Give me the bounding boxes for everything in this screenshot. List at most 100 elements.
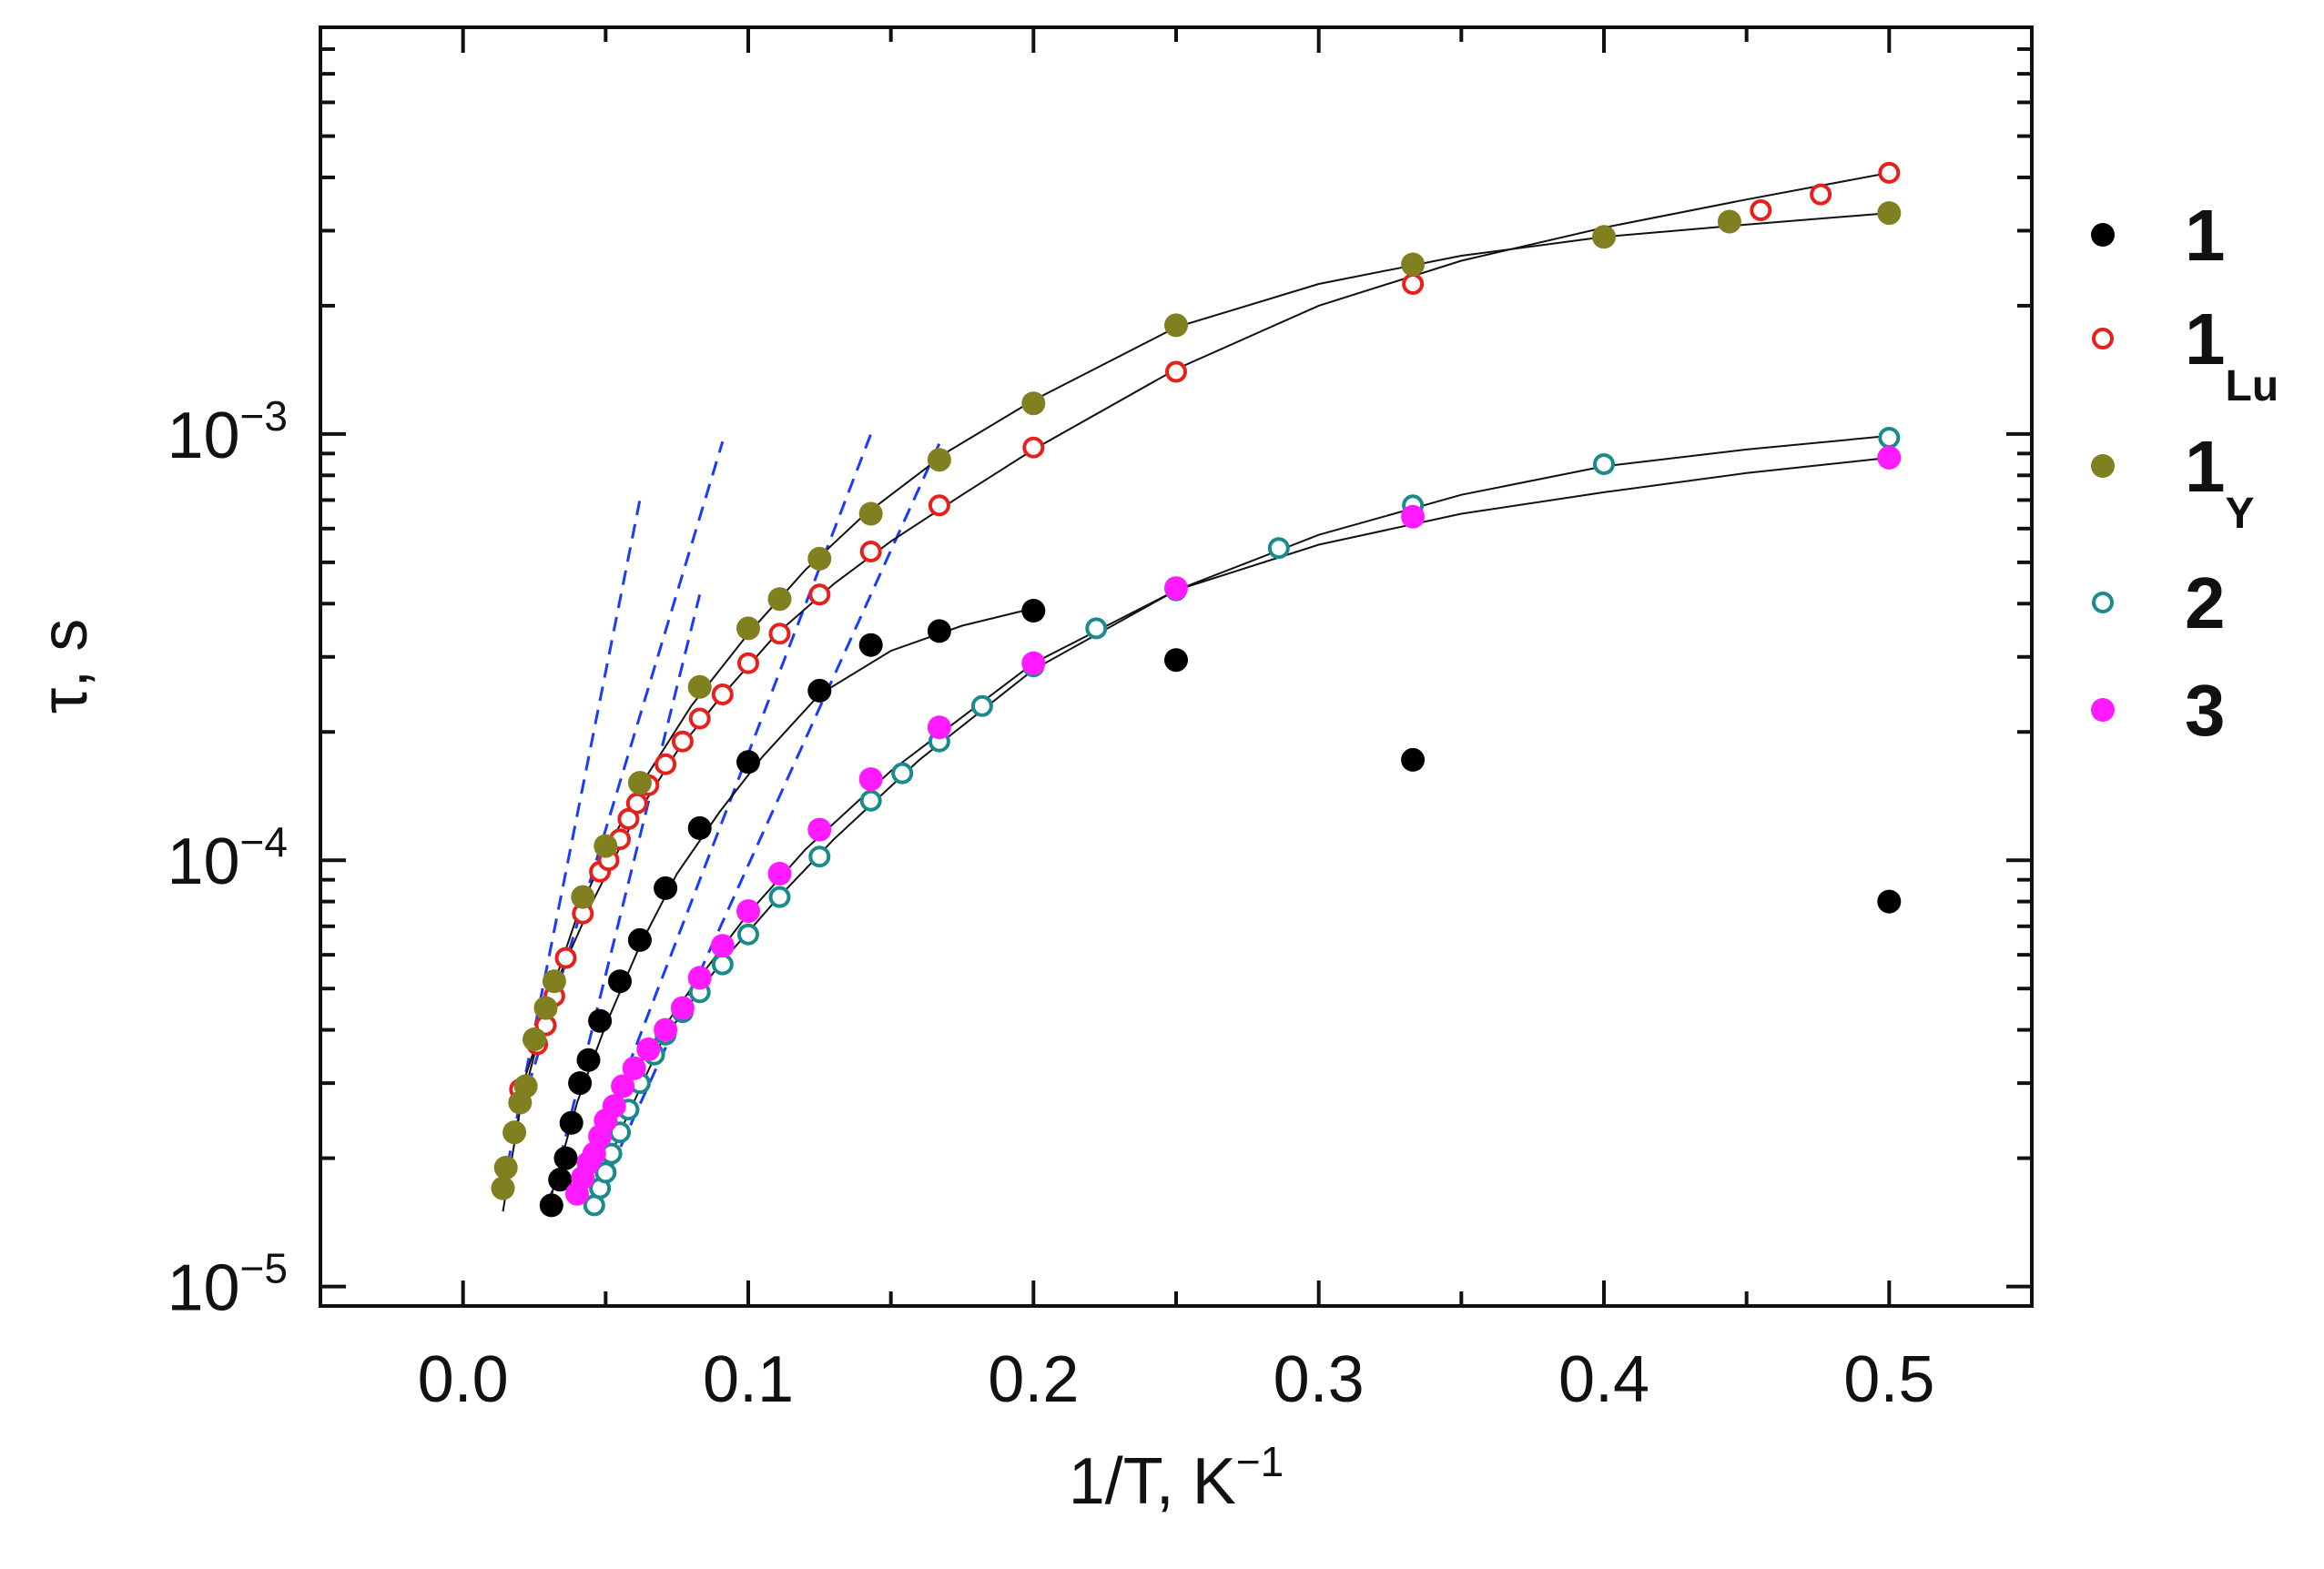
tick-label-group: 0.0 0.1 0.2 0.3 0.4 0.5 10−5 10−4 10−3 — [167, 392, 1934, 1416]
data-point — [559, 1110, 584, 1135]
data-point — [1877, 201, 1902, 226]
data-point — [568, 1071, 593, 1096]
tick-group — [319, 27, 2034, 1308]
data-point — [808, 845, 831, 868]
data-point — [1593, 453, 1615, 475]
data-point — [1401, 504, 1426, 529]
data-point — [807, 546, 832, 571]
series-5 — [565, 445, 1902, 1206]
data-point — [1021, 599, 1046, 623]
data-point — [736, 750, 760, 774]
data-point — [688, 707, 711, 730]
data-point — [622, 1056, 646, 1080]
x-tick-label: 0.1 — [703, 1343, 794, 1416]
data-point — [671, 730, 694, 753]
dash-2 — [590, 442, 941, 1212]
data-point — [970, 694, 993, 717]
series-1 — [539, 599, 1902, 1218]
data-point — [670, 996, 695, 1020]
data-point — [1401, 747, 1426, 772]
data-point — [625, 792, 648, 815]
data-point — [711, 953, 734, 976]
data-point — [858, 501, 883, 526]
x-tick-label: 0.2 — [988, 1343, 1079, 1416]
data-point — [1402, 273, 1425, 295]
data-point — [927, 619, 951, 643]
x-tick-label: 0.4 — [1558, 1343, 1649, 1416]
data-point — [859, 789, 882, 812]
data-point — [588, 1008, 613, 1033]
data-point — [611, 1074, 635, 1098]
data-point — [1022, 436, 1045, 459]
data-point — [736, 899, 760, 924]
data-point — [1810, 183, 1832, 206]
data-point — [767, 862, 792, 886]
fit-3 — [576, 456, 1890, 1200]
data-point — [576, 1048, 601, 1072]
data-point — [768, 623, 791, 645]
data-point — [687, 966, 712, 990]
data-point — [571, 885, 595, 909]
data-point — [1877, 889, 1902, 914]
data-point — [542, 969, 566, 994]
data-point — [736, 616, 760, 641]
data-point — [1267, 537, 1290, 560]
data-point — [608, 969, 632, 994]
legend-marker — [2092, 592, 2114, 613]
dash-1 — [547, 593, 702, 1206]
data-point — [1164, 648, 1188, 673]
data-point — [627, 927, 652, 952]
data-point — [1878, 161, 1901, 184]
data-point-group — [491, 161, 1902, 1218]
legend: 1 1Lu 1Y 2 3 — [2091, 195, 2278, 751]
data-point — [737, 923, 759, 946]
data-point — [1592, 225, 1616, 249]
data-point — [687, 674, 712, 699]
data-point — [808, 583, 831, 606]
legend-label: 1Lu — [2185, 299, 2278, 410]
data-point — [553, 1146, 578, 1170]
data-point — [602, 1094, 626, 1119]
data-point — [737, 652, 759, 674]
legend-label: 1Y — [2185, 426, 2255, 538]
legend-label: 2 — [2185, 562, 2226, 643]
x-tick-label: 0.3 — [1274, 1343, 1365, 1416]
legend-marker — [2091, 698, 2115, 722]
x-axis-title-exponent: −1 — [1236, 1438, 1284, 1485]
data-point — [539, 1193, 563, 1218]
data-point — [594, 834, 618, 858]
data-point — [493, 1156, 518, 1179]
x-axis-title: 1/T, K−1 — [1069, 1438, 1284, 1518]
y-tick-label: 10−3 — [167, 392, 288, 472]
data-point — [1750, 199, 1772, 221]
data-point — [710, 934, 735, 958]
x-tick-label: 0.0 — [418, 1343, 509, 1416]
data-point — [523, 1027, 546, 1051]
data-point — [627, 771, 652, 795]
y-axis-title: τ, s — [28, 619, 101, 714]
data-point — [513, 1074, 538, 1098]
data-point — [654, 876, 678, 900]
fit-curve-group — [502, 171, 1890, 1212]
y-tick-label: 10−5 — [167, 1245, 288, 1325]
data-point — [1021, 651, 1046, 675]
x-tick-label: 0.5 — [1843, 1343, 1934, 1416]
series-3 — [491, 201, 1902, 1200]
data-point — [554, 946, 577, 969]
data-point — [1717, 209, 1741, 234]
series-4 — [583, 427, 1901, 1217]
fit-2 — [590, 434, 1890, 1212]
data-point — [927, 715, 951, 740]
data-point — [491, 1176, 515, 1200]
data-point — [1021, 391, 1046, 416]
fit-1Y — [502, 212, 1890, 1212]
data-point — [858, 633, 883, 657]
data-point — [927, 448, 951, 472]
legend-marker — [2092, 328, 2114, 349]
legend-label: 1 — [2185, 195, 2226, 276]
y-tick-label: 10−4 — [167, 818, 288, 898]
data-point — [1877, 445, 1902, 470]
data-point — [636, 1038, 661, 1061]
x-axis-title-main: 1/T, K — [1069, 1445, 1236, 1518]
